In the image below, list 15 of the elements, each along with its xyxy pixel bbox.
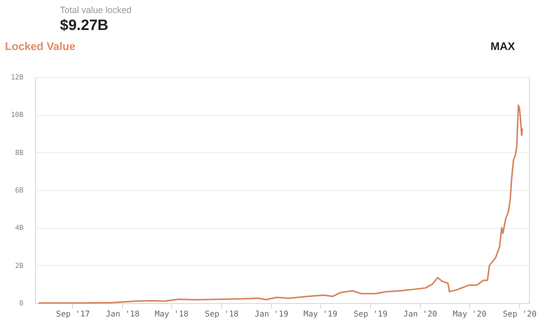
x-tick-label: Jan '20 — [403, 310, 438, 318]
x-tick-label: Sep '17 — [56, 310, 90, 318]
x-tick-label: May '18 — [154, 310, 189, 318]
x-tick-label: Sep '18 — [204, 310, 239, 318]
chart-title: Total value locked — [60, 5, 132, 15]
text: MAX — [490, 41, 516, 53]
line-series — [38, 104, 524, 304]
x-tick-label: Jan '18 — [106, 310, 140, 318]
x-tick-label: May '19 — [304, 310, 338, 318]
x-tick-label: Sep '20 — [502, 310, 537, 318]
x-tick-label: Sep '19 — [354, 310, 388, 318]
text: Locked Value — [5, 41, 76, 53]
x-tick-label: Jan '19 — [254, 310, 289, 318]
chart-subtitle: $9.27B — [60, 17, 109, 34]
x-tick-label: May '20 — [452, 310, 487, 318]
